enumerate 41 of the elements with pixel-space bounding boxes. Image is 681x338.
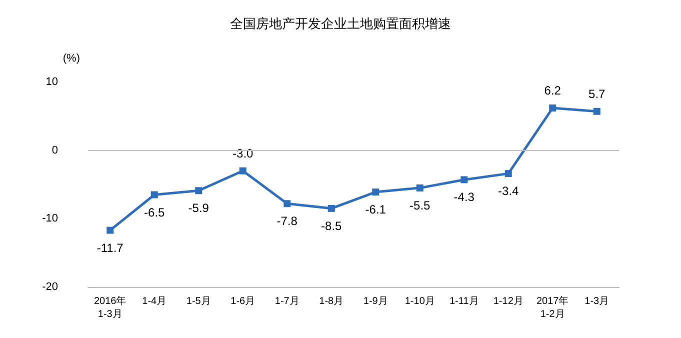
x-tick-label: 1-8月 — [319, 296, 344, 307]
data-label: 6.2 — [544, 83, 562, 98]
x-tick-label: 2016年 1-3月 — [94, 295, 126, 320]
data-label: -4.3 — [454, 190, 475, 204]
y-tick-label: -20 — [42, 281, 58, 293]
x-tick-label: 1-5月 — [186, 296, 211, 307]
data-label: -6.1 — [365, 202, 386, 217]
point — [372, 188, 380, 196]
x-tick-label: 2017年 1-2月 — [536, 295, 569, 320]
x-tick-label: 1-10月 — [404, 296, 435, 307]
y-tick-label: -10 — [42, 212, 58, 225]
data-label: -5.5 — [410, 198, 431, 212]
point — [195, 187, 202, 194]
x-tick-label: 1-4月 — [142, 296, 167, 307]
point — [239, 167, 246, 174]
point — [593, 108, 600, 115]
data-label: 5.7 — [588, 86, 606, 101]
point — [328, 204, 335, 212]
point — [284, 200, 291, 208]
data-label: -8.5 — [321, 218, 342, 233]
chart-title: 全国房地产开发企业土地购置面积增速 — [230, 16, 451, 31]
point — [106, 226, 114, 234]
x-tick-label: 1-6月 — [230, 296, 256, 307]
data-label: -6.5 — [144, 205, 166, 220]
point — [549, 104, 556, 112]
y-tick-label: 0 — [52, 144, 58, 156]
x-tick-label: 1-7月 — [274, 296, 300, 307]
y-tick-label: 10 — [46, 76, 58, 88]
y-axis-title: (%) — [62, 52, 80, 64]
data-label: -5.9 — [188, 201, 210, 216]
point — [416, 184, 424, 192]
data-label: -11.7 — [96, 240, 124, 255]
x-tick-label: 1-3月 — [584, 296, 610, 307]
data-label: -7.8 — [276, 214, 298, 228]
point — [150, 191, 158, 198]
x-tick-label: 1-11月 — [449, 296, 479, 307]
point — [460, 176, 468, 184]
x-tick-label: 1-9月 — [363, 296, 388, 307]
data-label: -3.4 — [498, 184, 520, 198]
point — [504, 170, 512, 178]
x-tick-label: 1-12月 — [493, 296, 524, 307]
